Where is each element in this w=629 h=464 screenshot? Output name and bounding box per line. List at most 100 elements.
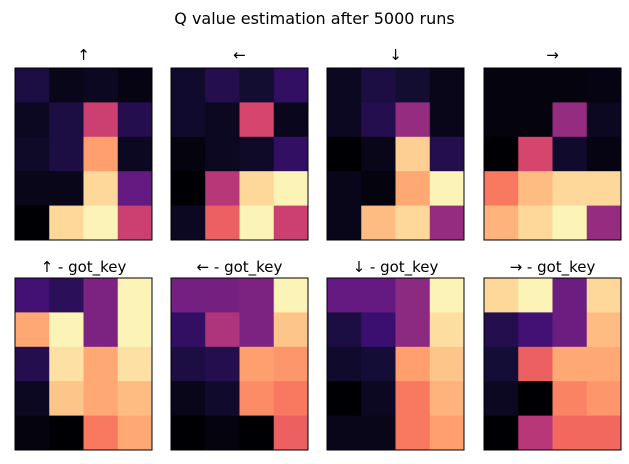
heatmap-cell <box>49 346 84 382</box>
heatmap-cell <box>117 381 153 416</box>
heatmap-panel-left: ← <box>170 46 309 241</box>
heatmap-cell <box>361 68 396 103</box>
heatmap-cell <box>273 278 309 313</box>
heatmap-cells <box>327 68 465 241</box>
heatmap-panel-down-got-key: ↓ - got_key <box>326 258 465 451</box>
heatmap-cell <box>395 346 431 382</box>
heatmap-cell <box>239 136 275 172</box>
heatmap-cell <box>361 278 396 313</box>
axes-frame <box>483 67 622 241</box>
heatmap-cell <box>117 205 153 241</box>
heatmap-cell <box>395 205 431 241</box>
heatmap-cell <box>484 68 519 103</box>
heatmap-cell <box>239 171 275 206</box>
heatmap-cell <box>395 278 431 313</box>
heatmap-cell <box>361 205 396 241</box>
heatmap-cell <box>83 346 119 382</box>
heatmap-cell <box>205 381 240 416</box>
heatmap-cell <box>429 415 465 451</box>
heatmap-cell <box>117 171 153 206</box>
heatmap-panel-down: ↓ <box>326 46 465 241</box>
heatmap-cell <box>484 171 519 206</box>
heatmap-cell <box>552 278 588 313</box>
heatmap-cell <box>484 205 519 241</box>
heatmap-cells <box>327 278 465 451</box>
axes-frame <box>326 277 465 451</box>
heatmap-cell <box>327 415 362 451</box>
heatmap-cell <box>552 68 588 103</box>
heatmap-cell <box>205 171 240 206</box>
heatmap-cells <box>171 278 309 451</box>
heatmap-cell <box>327 68 362 103</box>
heatmap-cell <box>484 381 519 416</box>
heatmap-cell <box>239 346 275 382</box>
heatmap-panel-right-got-key: → - got_key <box>483 258 622 451</box>
heatmap-cell <box>273 136 309 172</box>
heatmap-cell <box>484 312 519 348</box>
heatmap-cell <box>327 102 362 138</box>
panel-title: ↓ - got_key <box>353 258 439 277</box>
heatmap-cell <box>518 68 553 103</box>
heatmap-cell <box>327 171 362 206</box>
panel-title: ↑ - got_key <box>41 258 127 277</box>
panel-title: ← <box>233 46 246 64</box>
heatmap-cell <box>15 381 50 416</box>
heatmap-cell <box>171 278 206 313</box>
heatmap-cell <box>586 102 622 138</box>
heatmap-cell <box>239 205 275 241</box>
heatmap-cell <box>395 102 431 138</box>
heatmap-cell <box>429 171 465 206</box>
heatmap-cell <box>273 312 309 348</box>
heatmap-cell <box>484 278 519 313</box>
axes-frame <box>14 67 153 241</box>
heatmap-panel-up-got-key: ↑ - got_key <box>14 258 153 451</box>
heatmap-cell <box>552 102 588 138</box>
figure-title: Q value estimation after 5000 runs <box>174 9 454 28</box>
heatmap-cells <box>484 278 622 451</box>
heatmap-cell <box>395 171 431 206</box>
heatmap-cell <box>395 68 431 103</box>
heatmap-cell <box>361 102 396 138</box>
heatmap-cell <box>327 312 362 348</box>
heatmap-cell <box>239 102 275 138</box>
heatmap-cell <box>586 171 622 206</box>
heatmap-cell <box>171 346 206 382</box>
panel-title: → - got_key <box>510 258 596 277</box>
heatmap-cell <box>15 171 50 206</box>
heatmap-cell <box>586 415 622 451</box>
heatmap-cell <box>83 205 119 241</box>
heatmap-cell <box>239 68 275 103</box>
panel-title: ↓ <box>389 46 402 64</box>
heatmap-cell <box>327 205 362 241</box>
heatmap-cell <box>117 278 153 313</box>
heatmap-cell <box>49 312 84 348</box>
heatmap-cell <box>15 312 50 348</box>
heatmap-cell <box>15 415 50 451</box>
heatmap-cell <box>117 102 153 138</box>
heatmap-cell <box>361 171 396 206</box>
heatmap-cell <box>83 68 119 103</box>
heatmap-cell <box>205 346 240 382</box>
heatmap-cell <box>429 312 465 348</box>
panel-title: ← - got_key <box>197 258 283 277</box>
heatmap-cell <box>117 312 153 348</box>
panel-title: → <box>546 46 559 64</box>
heatmap-cell <box>361 312 396 348</box>
heatmap-cell <box>171 415 206 451</box>
heatmap-cell <box>327 381 362 416</box>
heatmap-cell <box>429 381 465 416</box>
heatmap-cell <box>273 346 309 382</box>
heatmap-cell <box>205 205 240 241</box>
heatmap-cell <box>586 346 622 382</box>
heatmap-cell <box>395 312 431 348</box>
heatmap-cell <box>361 381 396 416</box>
heatmap-cell <box>15 68 50 103</box>
heatmap-cell <box>117 346 153 382</box>
heatmap-cells <box>15 68 153 241</box>
heatmap-cell <box>117 136 153 172</box>
heatmap-cell <box>552 346 588 382</box>
heatmap-cell <box>49 278 84 313</box>
heatmap-panel-up: ↑ <box>14 46 153 241</box>
heatmap-cell <box>83 102 119 138</box>
